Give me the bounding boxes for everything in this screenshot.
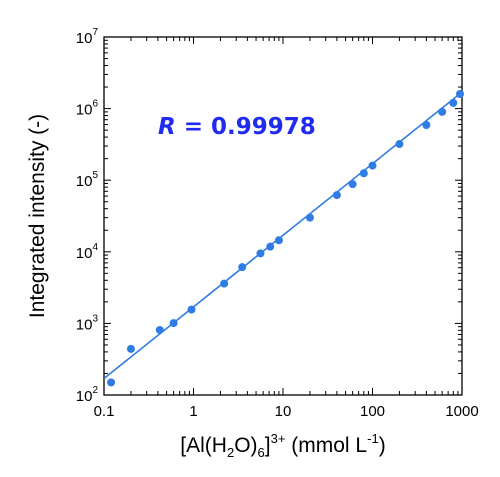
data-point — [438, 107, 447, 116]
data-point — [155, 325, 164, 334]
y-tick-labels: 102 103 104 105 106 107 — [76, 27, 99, 405]
axis-ticks — [103, 36, 463, 396]
data-point — [238, 263, 247, 272]
data-point — [266, 242, 275, 251]
data-point — [256, 249, 265, 258]
r-symbol: R — [158, 114, 176, 140]
data-point — [359, 169, 368, 178]
y-axis-label: Integrated intensity (-) — [26, 114, 49, 318]
y-tick-label: 102 — [76, 385, 99, 405]
data-points — [107, 89, 465, 387]
data-point — [368, 161, 377, 170]
y-tick-label: 106 — [76, 99, 99, 119]
data-point — [395, 140, 404, 149]
y-tick-label: 107 — [76, 27, 99, 47]
y-tick-label: 104 — [76, 242, 99, 262]
data-point — [456, 89, 465, 98]
data-point — [274, 236, 283, 245]
data-point — [305, 213, 314, 222]
data-point — [126, 344, 135, 353]
plot-frame — [103, 36, 463, 396]
data-point — [348, 180, 357, 189]
x-axis-label: [Al(H2O)6]3+ (mmol L-1) — [180, 431, 385, 460]
x-tick-label: 10 — [275, 403, 292, 420]
r-value: = 0.99978 — [176, 114, 316, 140]
data-point — [107, 378, 116, 387]
r-value-annotation: R = 0.99978 — [158, 114, 316, 140]
x-tick-label: 1000 — [445, 403, 478, 420]
y-tick-label: 105 — [76, 170, 99, 190]
x-tick-label: 0.1 — [94, 403, 115, 420]
data-point — [332, 191, 341, 200]
y-tick-label: 103 — [76, 313, 99, 333]
plot-area: 0.1 1 10 100 1000 102 103 104 105 106 107 — [76, 27, 479, 420]
x-tick-label: 1 — [189, 403, 197, 420]
x-tick-labels: 0.1 1 10 100 1000 — [94, 403, 479, 420]
data-point — [449, 98, 458, 107]
data-point — [220, 279, 229, 288]
data-point — [169, 319, 178, 328]
data-point — [187, 305, 196, 314]
data-point — [422, 121, 431, 130]
x-tick-label: 100 — [360, 403, 385, 420]
